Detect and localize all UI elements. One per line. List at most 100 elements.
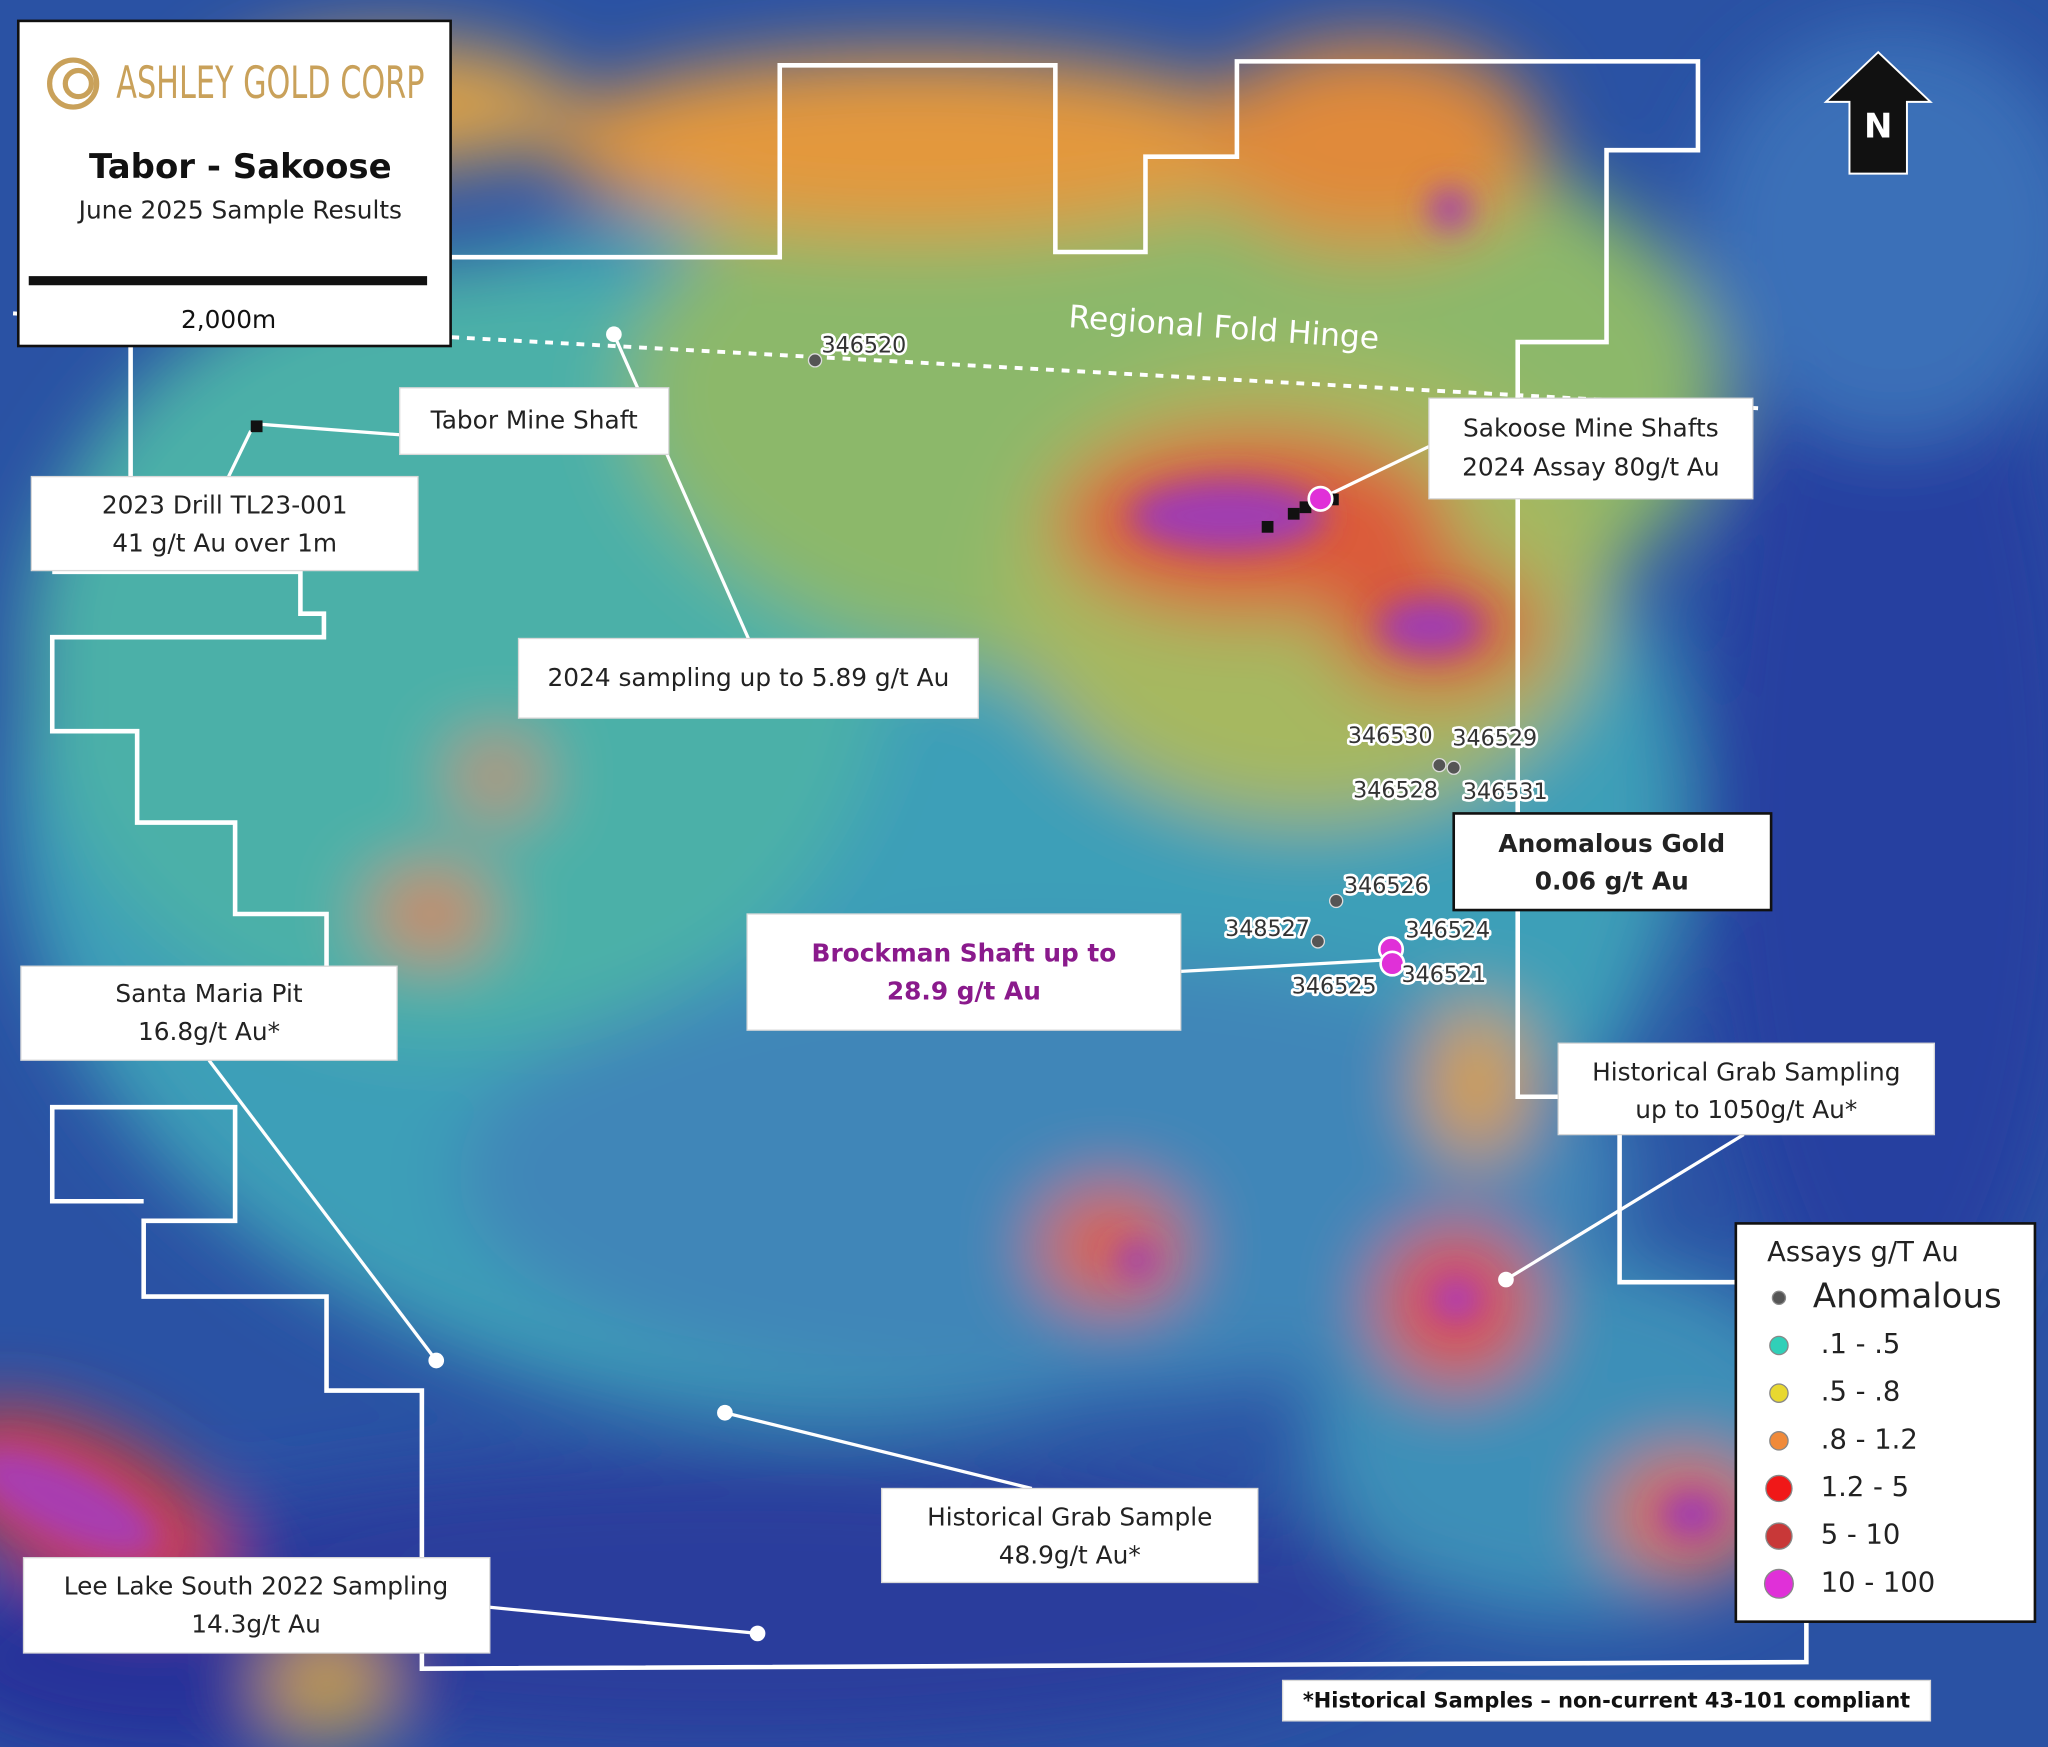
heatmap-blob <box>1698 26 2048 444</box>
north-label: N <box>1864 106 1892 146</box>
callout-text: 48.9g/t Au* <box>999 1540 1141 1569</box>
heatmap-blob <box>457 744 536 810</box>
legend-swatch <box>1765 1474 1793 1503</box>
legend-label: .1 - .5 <box>1821 1329 1901 1360</box>
callout-text: 0.06 g/t Au <box>1535 867 1689 896</box>
scale-label: 2,000m <box>181 305 276 334</box>
shaft-marker <box>1261 520 1274 533</box>
heatmap-blob <box>1201 39 1542 249</box>
white-point <box>717 1404 733 1421</box>
north-arrow: N <box>1823 50 1933 175</box>
leader <box>612 333 750 640</box>
callout-box <box>880 1487 1259 1584</box>
white-point <box>1498 1271 1514 1288</box>
callout-box <box>399 387 670 456</box>
sample-point <box>1432 757 1447 773</box>
heatmap-blob <box>1129 479 1326 553</box>
heatmap-blob <box>1658 1488 1725 1541</box>
leaders <box>207 333 1745 1636</box>
leader <box>1319 445 1430 501</box>
legend-label: 1.2 - 5 <box>1821 1472 1909 1503</box>
leader <box>207 1059 438 1362</box>
sample-id: 348527 <box>1225 916 1310 942</box>
callout-text: 16.8g/t Au* <box>138 1017 280 1046</box>
sample-id: 346521 <box>1401 962 1486 988</box>
callout-text: Lee Lake South 2022 Sampling <box>64 1572 448 1601</box>
heatmap-blob <box>372 874 490 954</box>
heatmap-blob <box>1038 1188 1183 1306</box>
sample-point <box>1328 893 1344 909</box>
callout-text: 2024 Assay 80g/t Au <box>1462 453 1720 482</box>
heatmap-blob <box>1377 598 1483 656</box>
sample-id: 346526 <box>1344 873 1429 899</box>
callout-text: Sakoose Mine Shafts <box>1463 414 1719 443</box>
map-title: Tabor - Sakoose <box>89 147 392 187</box>
north-arrow-shape <box>1823 50 1933 175</box>
leader <box>1505 1133 1745 1281</box>
legend-swatch <box>1765 1522 1793 1550</box>
heatmap-blob <box>261 1632 392 1737</box>
heatmap-blob <box>1115 1241 1158 1279</box>
legend-label: Anomalous <box>1813 1276 2002 1316</box>
white-point <box>606 326 622 343</box>
callout-text: Tabor Mine Shaft <box>430 406 638 435</box>
callout-text: up to 1050g/t Au* <box>1635 1095 1857 1124</box>
legend-swatch <box>1763 1568 1794 1599</box>
logo-text: ASHLEY GOLD CORP <box>116 58 424 109</box>
map-subtitle: June 2025 Sample Results <box>77 196 402 225</box>
callout-text: Historical Grab Sample <box>927 1503 1212 1532</box>
leader <box>1180 958 1392 974</box>
sample-id: 346529 <box>1452 726 1537 752</box>
heatmap-blob <box>1423 1005 1529 1163</box>
callout-box <box>1428 397 1754 500</box>
sample-point <box>1310 934 1326 949</box>
callout-box <box>1557 1042 1936 1136</box>
leader <box>227 430 253 478</box>
sample-id: 346520 <box>822 333 907 359</box>
legend-title: Assays g/T Au <box>1767 1237 1959 1268</box>
callout-box <box>517 637 979 719</box>
legend-box <box>1734 1222 2037 1623</box>
callout-box <box>20 965 398 1061</box>
legend-label: 10 - 100 <box>1821 1567 1936 1598</box>
logo-ring <box>62 67 95 100</box>
callout-box <box>30 475 419 572</box>
sample-id: 346524 <box>1405 917 1490 943</box>
legend-swatch <box>1769 1383 1789 1403</box>
heatmap-blob <box>1428 188 1471 230</box>
callout-box <box>1452 812 1773 912</box>
callout-text: 2023 Drill TL23-001 <box>102 491 348 520</box>
legend-label: 5 - 10 <box>1821 1520 1901 1551</box>
shaft-marker <box>1299 501 1312 514</box>
sample-point <box>807 353 823 368</box>
callout-text: Santa Maria Pit <box>115 979 303 1008</box>
logo-mark <box>47 57 100 110</box>
leader <box>724 1411 1033 1491</box>
leader <box>261 422 400 437</box>
heatmap-blob <box>1427 1273 1486 1326</box>
sample-point <box>1307 485 1334 512</box>
legend-swatch <box>1771 1290 1787 1306</box>
legend: Assays g/T Au Anomalous .1 - .5 .5 - .8 .8 … <box>1734 1222 2037 1623</box>
leader <box>489 1605 758 1636</box>
shaft-marker <box>250 420 263 433</box>
white-point <box>749 1625 766 1642</box>
callout-text: Brockman Shaft up to <box>812 938 1117 967</box>
white-point <box>428 1352 445 1369</box>
callout-text: 41 g/t Au over 1m <box>112 528 337 557</box>
heatmap-blob <box>0 1444 162 1559</box>
fold-hinge-line <box>12 311 1766 411</box>
heatmap-blob <box>0 188 1725 1559</box>
legend-label: .8 - 1.2 <box>1821 1424 1918 1455</box>
sample-point <box>1446 760 1461 775</box>
callout-text: 14.3g/t Au <box>191 1610 321 1639</box>
sample-id: 346525 <box>1292 974 1377 1000</box>
sample-id: 346531 <box>1463 779 1548 805</box>
legend-swatch <box>1769 1335 1789 1356</box>
callout-box <box>746 913 1182 1031</box>
legend-label: .5 - .8 <box>1821 1377 1901 1408</box>
sample-ids: 346520 346530 346529 346528 346531 34652… <box>819 330 1550 1002</box>
shaft-marker <box>1287 507 1300 520</box>
